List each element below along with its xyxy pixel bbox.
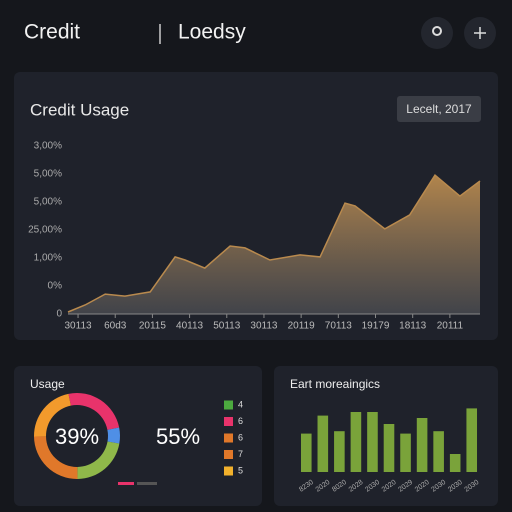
bar [367,412,378,472]
donut-center-label: 39% [55,424,99,449]
bar [334,431,345,472]
legend-swatch [224,466,233,476]
area-line [67,173,481,313]
profile-icon [432,26,442,36]
legend-swatch [224,450,233,459]
x-tick-label: 50113 [213,321,241,332]
y-tick-label: 0 [56,309,62,320]
bar [416,418,428,472]
y-tick-label: 5,00% [34,197,62,208]
indicator [137,482,157,485]
x-tick-label: 20119 [288,321,316,332]
area [68,175,480,314]
indicator [118,482,134,485]
legend-label: 6 [238,432,243,442]
donut-segment [34,436,78,480]
add-icon [474,27,486,39]
bar [317,415,329,472]
x-tick-label: 20115 [139,321,167,332]
bar [433,431,444,472]
legend-swatch [224,433,233,443]
x-tick-label: 30113 [65,321,93,332]
card-title: Credit Usage [30,100,129,119]
donut-segment [33,393,71,437]
profile-button[interactable] [421,17,453,49]
x-tick-label: 20111 [437,321,464,332]
side-label: 55% [156,424,200,449]
x-tick-label: 18113 [399,321,427,332]
x-tick-label: 60d3 [104,321,127,332]
legend-label: 4 [238,399,243,409]
bar [449,454,461,472]
x-tick-label: 30113 [250,321,278,332]
y-tick-label: 5,00% [34,169,62,180]
bar [383,424,395,472]
card-title: Eart moreaingics [290,377,380,391]
legend-swatch [224,417,233,426]
brand: Credit [24,21,80,44]
y-tick-label: 25,00% [28,225,62,236]
date-badge[interactable] [397,96,481,122]
legend-label: 6 [238,416,243,426]
x-tick-label: 40113 [176,321,204,332]
bar [300,433,312,472]
bar [400,433,411,472]
card-title: Usage [30,377,65,391]
y-tick-label: 3,00% [34,141,62,152]
legend-swatch [224,400,233,410]
legend-label: 5 [238,465,243,475]
bar [466,408,478,472]
x-tick-label: 70113 [325,321,353,332]
y-tick-label: 0% [48,281,63,292]
y-tick-label: 1,00% [34,253,62,264]
bar [350,412,362,472]
legend-label: 7 [238,449,243,459]
donut-segment [77,441,120,479]
x-tick-label: 19179 [362,321,390,332]
section-title: Loedsy [178,21,246,44]
donut-segment [68,393,120,430]
date-badge-label: Lecelt, 2017 [406,102,472,116]
donut-segment [107,427,120,444]
